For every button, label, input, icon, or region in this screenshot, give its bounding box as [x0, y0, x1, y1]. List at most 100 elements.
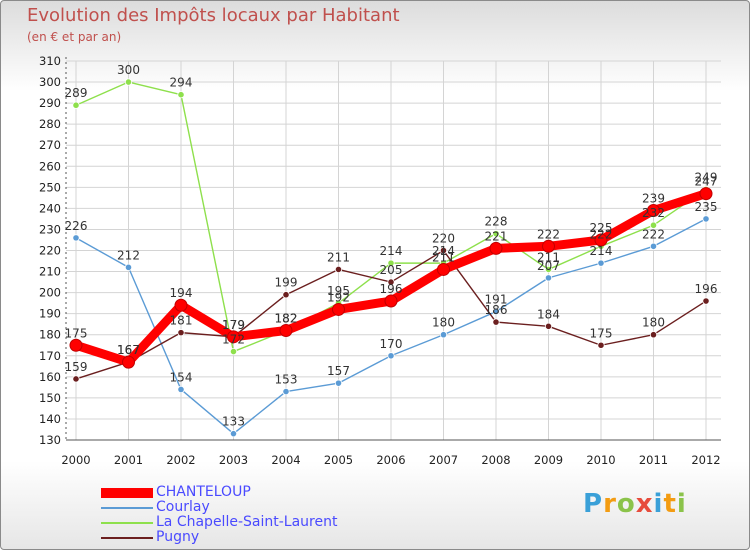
data-point — [124, 78, 133, 86]
data-point — [72, 234, 80, 242]
data-point — [72, 101, 80, 109]
data-label: 205 — [380, 263, 403, 277]
data-point — [594, 233, 608, 247]
y-tick-label: 240 — [39, 201, 61, 215]
data-point — [647, 203, 660, 217]
data-label: 153 — [275, 373, 298, 387]
data-point — [649, 242, 658, 250]
y-tick-label: 190 — [39, 307, 61, 321]
data-label: 172 — [222, 333, 245, 347]
data-point — [702, 215, 710, 223]
data-label: 175 — [590, 326, 613, 340]
data-point — [492, 230, 500, 238]
data-point — [384, 294, 398, 308]
data-label: 211 — [432, 250, 455, 264]
y-tick-label: 290 — [39, 96, 61, 110]
data-label: 222 — [590, 227, 613, 241]
data-label: 179 — [222, 318, 245, 332]
data-label: 235 — [695, 200, 718, 214]
chart-subtitle: (en € et par an) — [27, 30, 122, 44]
data-point — [439, 331, 448, 339]
data-label: 221 — [485, 229, 508, 243]
data-label: 199 — [275, 276, 298, 290]
data-point — [72, 375, 80, 383]
data-point — [387, 352, 395, 360]
x-tick-label: 2000 — [61, 453, 90, 467]
legend-swatch — [101, 487, 153, 498]
data-point — [489, 241, 503, 255]
data-label: 214 — [432, 244, 455, 258]
legend-label: CHANTELOUP — [156, 484, 251, 500]
x-tick-label: 2012 — [691, 453, 720, 467]
data-point — [387, 259, 395, 267]
data-point — [69, 338, 83, 352]
data-label: 184 — [537, 307, 560, 321]
data-label: 289 — [65, 86, 88, 100]
data-label: 196 — [695, 282, 718, 296]
data-label: 194 — [170, 286, 193, 300]
data-label: 167 — [117, 343, 140, 357]
data-point — [177, 385, 185, 394]
x-tick-label: 2006 — [376, 453, 405, 467]
y-tick-label: 170 — [39, 349, 61, 363]
data-label: 212 — [117, 248, 140, 262]
data-label: 228 — [485, 215, 508, 229]
data-point — [174, 298, 188, 312]
x-tick-label: 2011 — [639, 453, 668, 467]
data-point — [649, 221, 658, 229]
data-label: 186 — [485, 303, 508, 317]
legend-swatch — [101, 521, 153, 524]
data-label: 167 — [117, 343, 140, 357]
data-label: 154 — [170, 370, 193, 384]
data-label: 192 — [327, 290, 350, 304]
data-label: 211 — [327, 250, 350, 264]
data-point — [492, 318, 500, 326]
data-point — [702, 297, 710, 305]
data-label: 247 — [695, 175, 718, 189]
x-tick-label: 2009 — [534, 453, 563, 467]
data-point — [279, 324, 293, 338]
y-tick-label: 180 — [39, 328, 61, 342]
data-point — [439, 246, 448, 255]
x-tick-label: 2010 — [586, 453, 615, 467]
y-tick-label: 260 — [39, 159, 61, 173]
data-label: 195 — [327, 284, 350, 298]
y-tick-label: 310 — [39, 54, 61, 68]
data-label: 225 — [590, 221, 613, 235]
legend-label: La Chapelle-Saint-Laurent — [156, 514, 338, 530]
data-point — [544, 265, 553, 274]
data-label: 180 — [642, 316, 665, 330]
data-point — [544, 322, 553, 330]
data-label: 170 — [380, 337, 403, 351]
y-tick-label: 140 — [39, 412, 61, 426]
y-tick-label: 270 — [39, 138, 61, 152]
data-label: 222 — [642, 227, 665, 241]
data-point — [177, 329, 185, 337]
data-point — [282, 291, 290, 299]
legend-label: Pugny — [156, 529, 200, 545]
data-point — [122, 355, 135, 369]
logo-letter: o — [616, 489, 636, 519]
x-tick-label: 2002 — [166, 453, 195, 467]
data-label: 180 — [432, 316, 455, 330]
logo-letter: x — [635, 489, 654, 519]
data-label: 249 — [695, 170, 718, 184]
y-tick-label: 160 — [39, 370, 61, 384]
data-point — [124, 263, 133, 271]
logo-letter: i — [676, 489, 687, 519]
data-label: 214 — [590, 244, 613, 258]
y-tick-label: 150 — [39, 391, 61, 405]
data-label: 220 — [432, 232, 455, 246]
data-point — [492, 307, 500, 316]
x-tick-label: 2007 — [429, 453, 458, 467]
data-label: 179 — [222, 318, 245, 332]
y-tick-label: 220 — [39, 244, 61, 258]
x-tick-label: 2004 — [271, 453, 300, 467]
y-tick-label: 230 — [39, 222, 61, 236]
data-label: 211 — [537, 250, 560, 264]
data-point — [437, 262, 450, 276]
data-label: 294 — [170, 76, 193, 90]
y-tick-label: 200 — [39, 286, 61, 300]
logo-letter: r — [603, 489, 617, 519]
